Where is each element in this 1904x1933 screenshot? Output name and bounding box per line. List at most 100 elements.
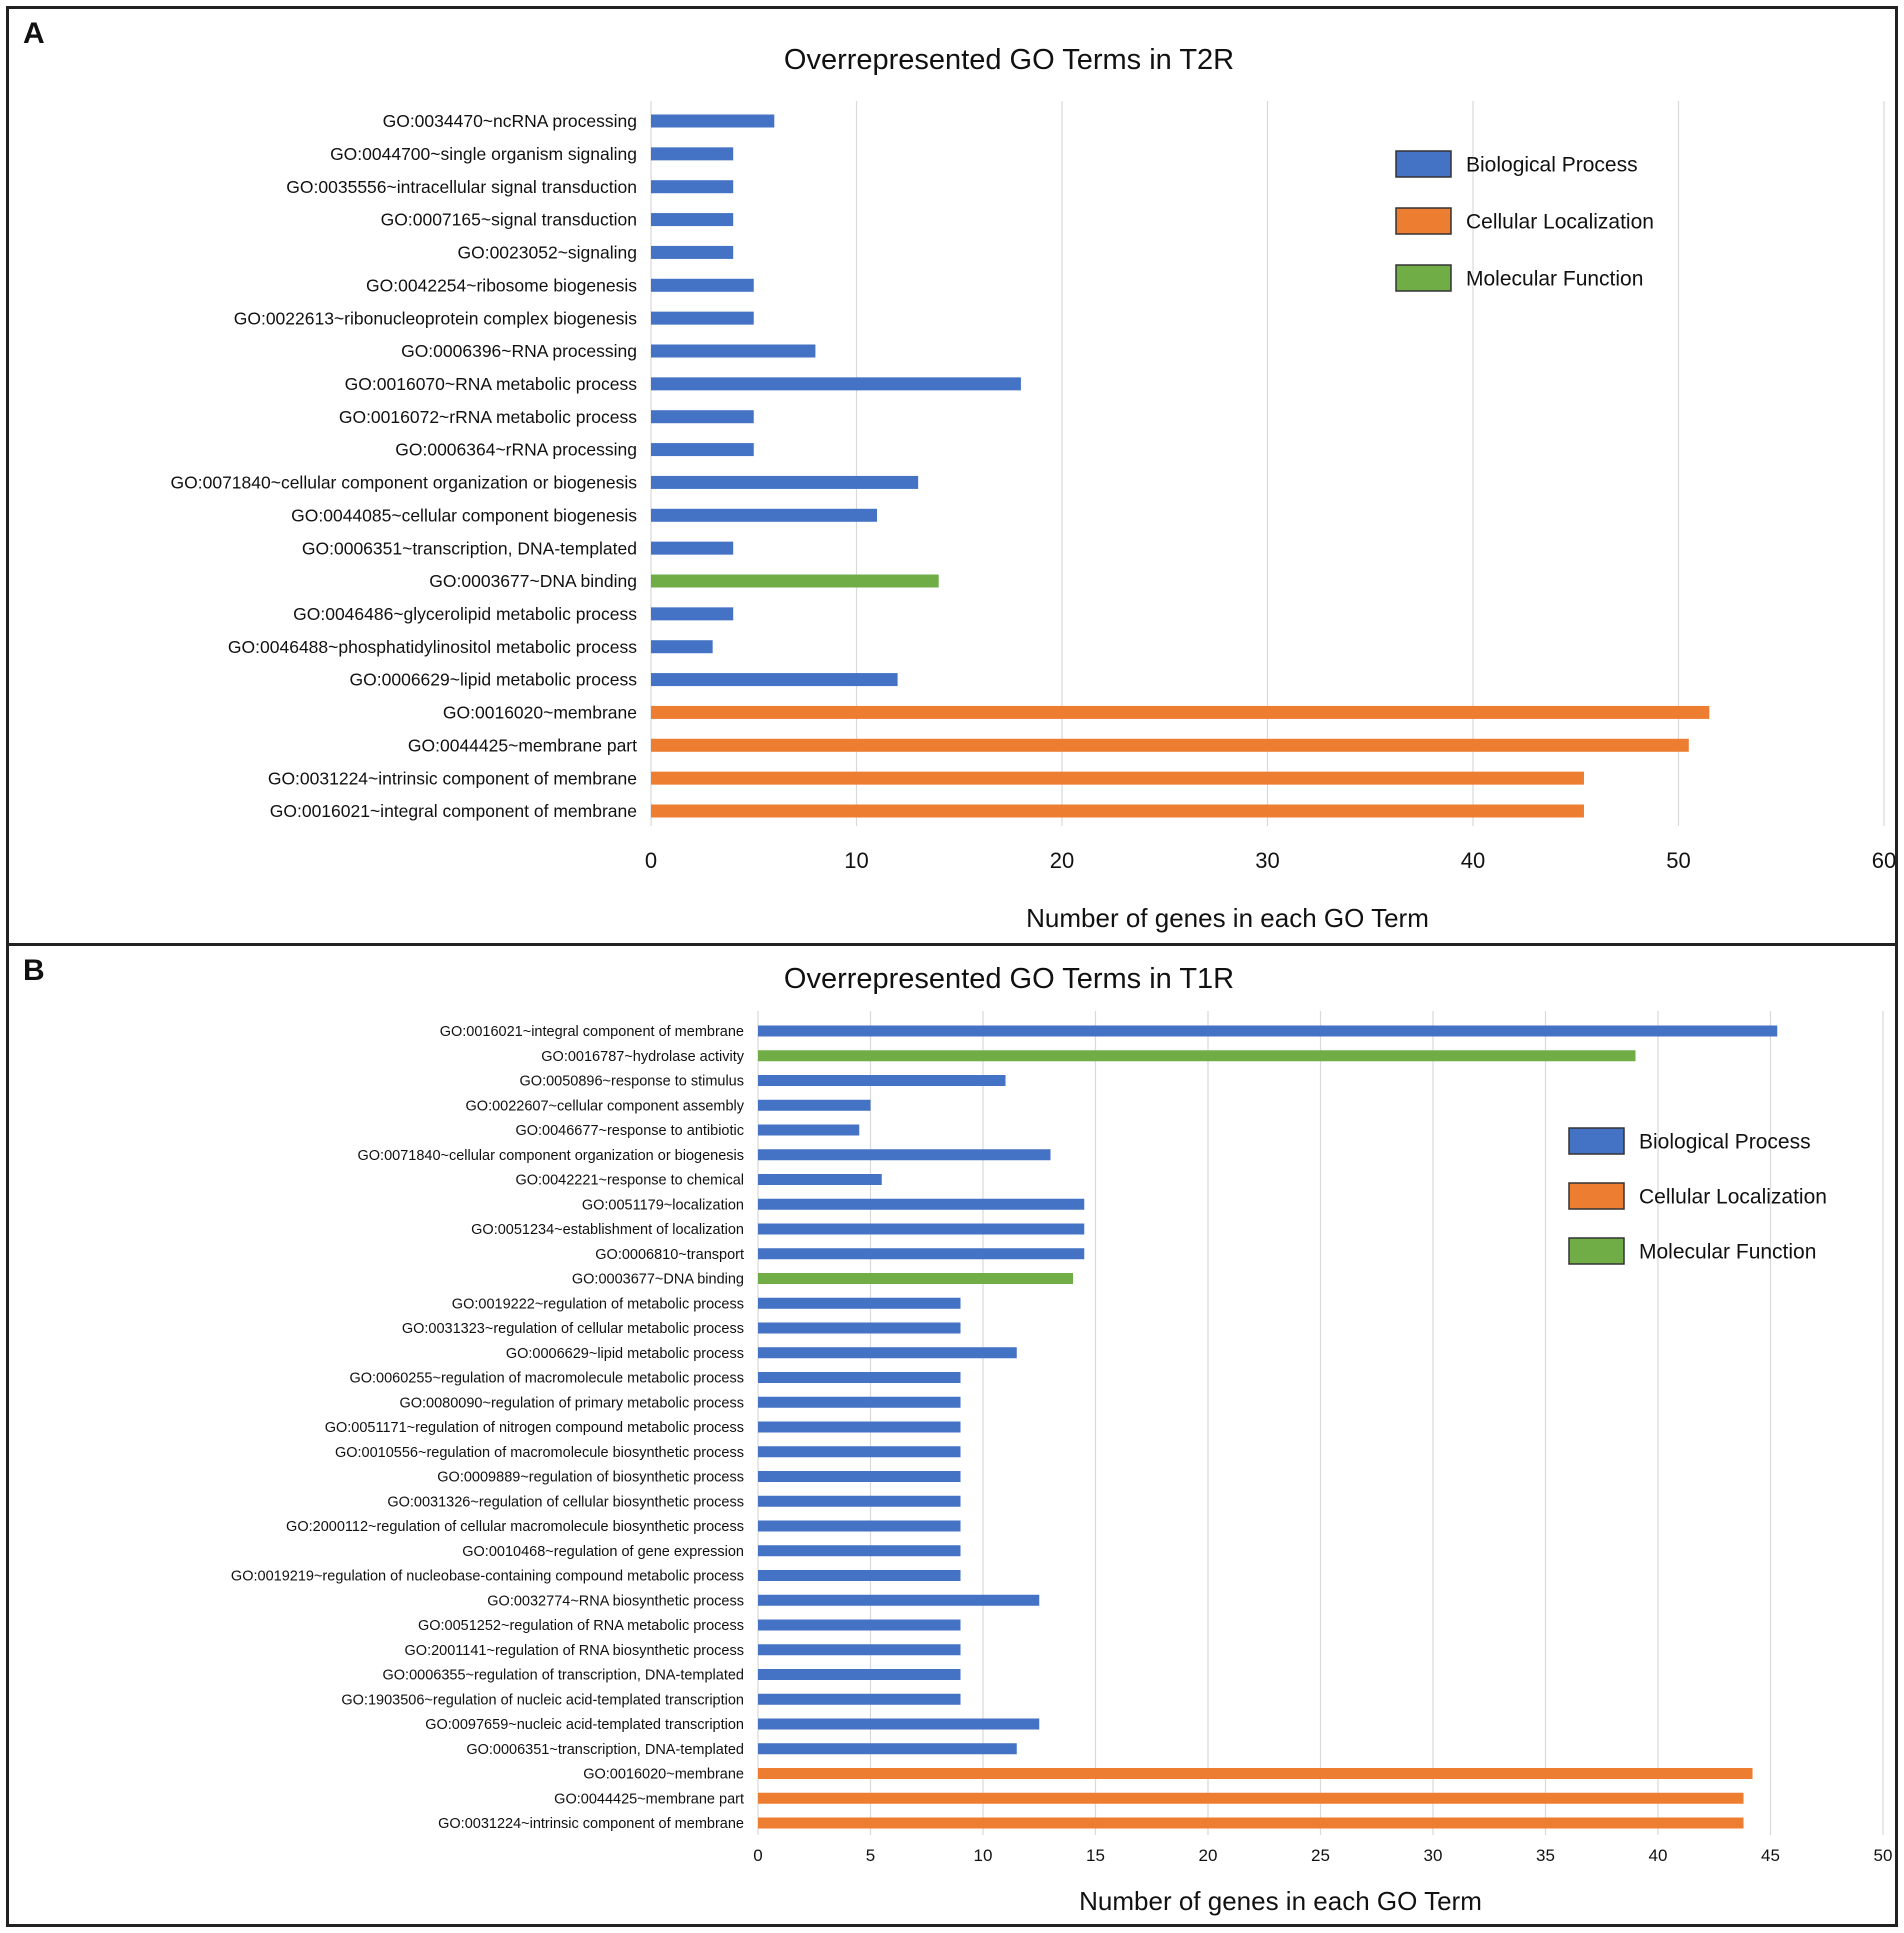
legend-swatch-a [1395,150,1452,178]
bar-b [758,1743,1017,1755]
bar-a [651,311,754,325]
panel-label-a: A [23,17,45,50]
bar-b [758,1149,1051,1161]
chart-title-b: Overrepresented GO Terms in T1R [784,963,1234,995]
y-category-label-b: GO:0031326~regulation of cellular biosyn… [387,1494,744,1510]
x-tick-label-b: 30 [1424,1846,1443,1865]
bar-b [758,1099,871,1111]
x-tick-label-b: 50 [1874,1846,1893,1865]
y-category-label-b: GO:0032774~RNA biosynthetic process [487,1593,744,1609]
panel-a: A 0 10 20 30 40 50 60 GO:0034470~ncRNA processi… [6,6,1898,946]
x-tick-label-b: 10 [974,1846,993,1865]
y-category-label-a: GO:0023052~signaling [457,243,637,263]
x-tick-label-a: 40 [1461,848,1485,873]
y-category-label-b: GO:0010468~regulation of gene expression [462,1544,744,1560]
y-category-label-a: GO:0035556~intracellular signal transduc… [286,177,637,197]
y-category-label-a: GO:0006629~lipid metabolic process [350,670,638,690]
y-category-label-b: GO:0016787~hydrolase activity [541,1049,744,1065]
y-category-label-b: GO:2001141~regulation of RNA biosyntheti… [405,1643,744,1659]
bar-b [758,1124,860,1136]
bar-b [758,1396,961,1408]
bar-b [758,1174,882,1185]
bar-b [758,1297,961,1309]
y-category-label-b: GO:0031224~intrinsic component of membra… [438,1816,744,1832]
bar-b [758,1817,1744,1829]
y-category-label-a: GO:0046486~glycerolipid metabolic proces… [293,604,637,624]
x-tick-label-b: 45 [1761,1846,1780,1865]
y-category-label-b: GO:0051252~regulation of RNA metabolic p… [418,1618,744,1634]
y-category-label-a: GO:0007165~signal transduction [381,210,637,230]
x-tick-label-b: 5 [866,1846,875,1865]
y-category-label-b: GO:0010556~regulation of macromolecule b… [335,1445,744,1461]
bar-b [758,1570,961,1581]
bar-a [651,574,939,588]
bar-b [758,1446,961,1458]
y-category-label-a: GO:0016021~integral component of membran… [270,801,637,821]
bar-b [758,1273,1073,1284]
y-category-label-a: GO:0016020~membrane [443,703,637,723]
y-category-label-b: GO:0031323~regulation of cellular metabo… [402,1321,744,1337]
y-category-label-b: GO:0042221~response to chemical [515,1173,744,1189]
bar-b [758,1050,1636,1062]
x-tick-label-b: 15 [1086,1846,1105,1865]
y-category-label-a: GO:0071840~cellular component organizati… [171,473,638,493]
bar-b [758,1322,961,1334]
bar-b [758,1075,1006,1086]
x-axis-title-a: Number of genes in each GO Term [1026,903,1429,933]
y-category-label-a: GO:0003677~DNA binding [429,571,637,591]
panel-b: B 0 5 10 15 20 25 30 35 40 45 50 GO:0016021~integra… [6,943,1898,1927]
x-tick-label-b: 0 [753,1846,762,1865]
y-category-label-b: GO:0060255~regulation of macromolecule m… [349,1371,744,1387]
y-category-label-b: GO:0019222~regulation of metabolic proce… [452,1296,744,1312]
y-category-label-b: GO:0006355~regulation of transcription, … [383,1668,745,1684]
bar-b [758,1495,961,1507]
x-tick-label-a: 50 [1666,848,1690,873]
legend-label-a: Molecular Function [1466,267,1643,290]
bar-a [651,147,734,161]
y-category-label-b: GO:0051234~establishment of localization [471,1222,744,1238]
y-category-label-b: GO:0009889~regulation of biosynthetic pr… [437,1470,744,1486]
x-tick-label-b: 25 [1311,1846,1330,1865]
y-category-label-b: GO:0051179~localization [582,1197,744,1213]
legend-swatch-a [1395,207,1452,235]
bar-b [758,1792,1744,1804]
legend-swatch-b [1568,1127,1625,1155]
y-category-label-b: GO:0051171~regulation of nitrogen compou… [325,1420,744,1436]
bar-b [758,1693,961,1705]
bar-a [651,673,898,687]
bar-a [651,443,754,457]
bar-a [651,344,816,358]
panel-label-b: B [23,954,45,987]
y-category-label-b: GO:1903506~regulation of nucleic acid-te… [341,1692,744,1708]
y-category-label-b: GO:0050896~response to stimulus [520,1074,744,1090]
y-category-label-b: GO:0046677~response to antibiotic [515,1123,744,1139]
x-axis-title-b: Number of genes in each GO Term [1079,1886,1482,1916]
y-category-label-a: GO:0006364~rRNA processing [395,440,637,460]
bar-b [758,1545,961,1557]
y-category-label-a: GO:0031224~intrinsic component of membra… [268,768,637,788]
bar-a [651,180,734,194]
bar-b [758,1471,961,1482]
bar-b [758,1644,961,1656]
bar-b [758,1768,1753,1779]
bar-a [651,771,1584,785]
y-category-label-a: GO:0046488~phosphatidylinositol metaboli… [228,637,637,657]
legend-label-b: Cellular Localization [1639,1185,1827,1208]
y-category-label-b: GO:0097659~nucleic acid-templated transc… [425,1717,744,1733]
chart-t1r: 0 5 10 15 20 25 30 35 40 45 50 GO:0016021~integral … [231,963,1893,1916]
bar-b [758,1372,961,1383]
bar-a [651,278,754,292]
y-category-label-b: GO:0006810~transport [595,1247,744,1263]
bar-b [758,1718,1040,1730]
y-category-label-b: GO:2000112~regulation of cellular macrom… [286,1519,744,1535]
y-category-label-a: GO:0016072~rRNA metabolic process [339,407,637,427]
bar-b [758,1198,1085,1210]
x-tick-label-b: 40 [1649,1846,1668,1865]
y-category-label-a: GO:0044085~cellular component biogenesis [291,505,637,525]
bar-a [651,114,775,128]
y-category-label-a: GO:0006396~RNA processing [401,341,637,361]
legend-label-b: Molecular Function [1639,1240,1816,1263]
bar-a [651,640,713,654]
y-category-label-b: GO:0044425~membrane part [554,1791,744,1807]
legend-label-b: Biological Process [1639,1130,1811,1153]
